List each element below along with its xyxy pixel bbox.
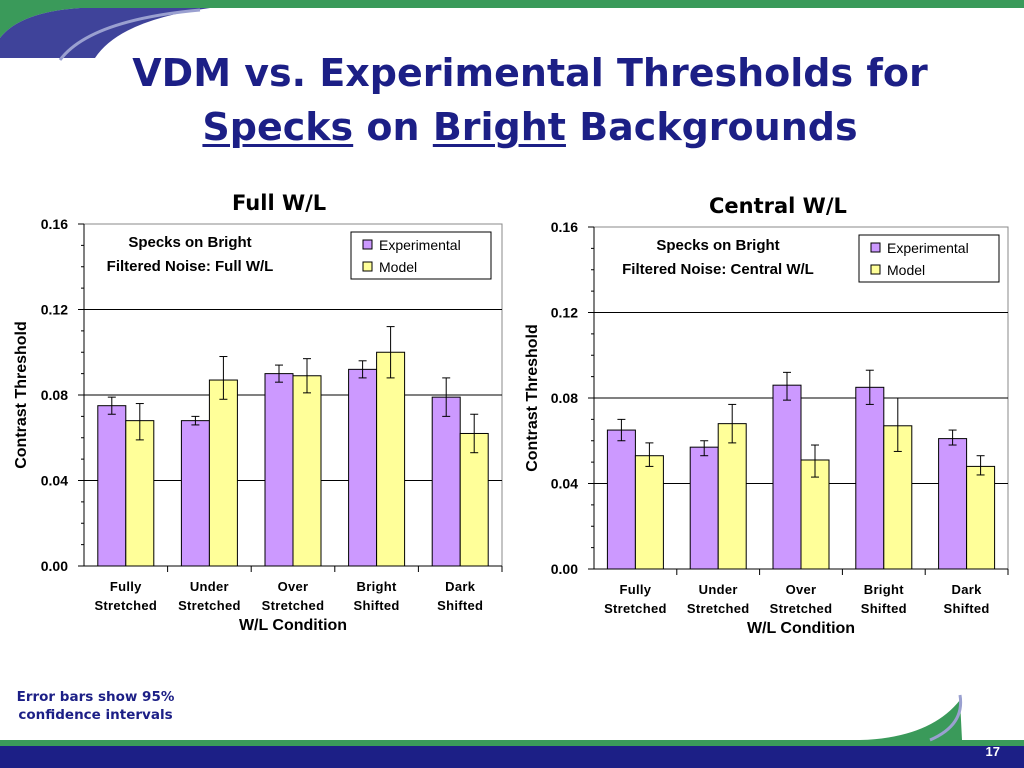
legend-swatch xyxy=(362,239,373,250)
chart-annotation-line1: Specks on Bright xyxy=(128,234,251,251)
chart-title-full: Full W/L xyxy=(232,191,327,215)
x-category-label-line1: Bright xyxy=(864,582,904,597)
bar-model xyxy=(717,423,747,570)
title-suffix: Backgrounds xyxy=(565,105,858,149)
chart-title-central: Central W/L xyxy=(709,194,847,218)
bar-experimental xyxy=(606,429,636,570)
bar-experimental xyxy=(97,405,127,567)
y-tick-label: 0.08 xyxy=(551,390,578,406)
legend-box xyxy=(350,231,492,280)
title-word-specks: Specks xyxy=(202,105,354,149)
y-tick-label: 0.04 xyxy=(551,476,578,492)
x-category-label-line2: Shifted xyxy=(944,601,990,616)
footnote-line2: confidence intervals xyxy=(18,707,173,723)
y-tick-label: 0.00 xyxy=(41,558,68,574)
x-category-label-line2: Stretched xyxy=(687,601,750,616)
page-number: 17 xyxy=(985,744,1000,759)
x-category-label-line1: Dark xyxy=(445,579,476,594)
bar-experimental xyxy=(772,384,802,570)
x-category-label-line1: Fully xyxy=(619,582,651,597)
y-tick-label: 0.08 xyxy=(41,387,68,403)
x-category-label-line1: Under xyxy=(699,582,738,597)
bar-experimental xyxy=(938,438,968,570)
legend-label: Model xyxy=(887,262,925,278)
title-word-bright: Bright xyxy=(432,105,566,149)
y-tick-label: 0.12 xyxy=(551,305,578,321)
x-category-label-line2: Shifted xyxy=(354,598,400,613)
x-category-label-line1: Bright xyxy=(357,579,397,594)
title-mid: on xyxy=(353,105,433,149)
x-category-label-line1: Fully xyxy=(110,579,142,594)
bottom-banner-green xyxy=(0,700,1024,746)
y-axis-title: Contrast Threshold xyxy=(524,324,541,472)
bar-model xyxy=(208,379,238,567)
bar-experimental xyxy=(431,396,461,567)
bar-model xyxy=(125,420,155,567)
slide-title: VDM vs. Experimental Thresholds for Spec… xyxy=(60,46,1000,154)
x-category-label-line1: Under xyxy=(190,579,229,594)
title-line1: VDM vs. Experimental Thresholds for xyxy=(132,51,928,95)
x-axis-title: W/L Condition xyxy=(747,620,855,637)
legend-label: Experimental xyxy=(887,240,969,256)
bar-experimental xyxy=(348,368,378,567)
x-category-label-line1: Over xyxy=(278,579,309,594)
footnote: Error bars show 95% confidence intervals xyxy=(8,688,183,724)
y-tick-label: 0.16 xyxy=(551,219,578,235)
bar-model xyxy=(376,351,406,567)
x-category-label-line2: Stretched xyxy=(770,601,833,616)
legend-swatch xyxy=(362,261,373,272)
bar-experimental xyxy=(855,386,885,570)
chart-annotation-line2: Filtered Noise: Full W/L xyxy=(107,258,274,275)
y-tick-label: 0.12 xyxy=(41,302,68,318)
x-category-label-line2: Stretched xyxy=(178,598,241,613)
x-category-label-line2: Stretched xyxy=(604,601,667,616)
x-category-label-line1: Over xyxy=(786,582,817,597)
bar-model xyxy=(459,432,489,567)
x-category-label-line2: Stretched xyxy=(262,598,325,613)
legend-label: Model xyxy=(379,259,417,275)
bar-experimental xyxy=(689,446,719,570)
legend-swatch xyxy=(870,242,881,253)
bar-experimental xyxy=(264,373,294,567)
bar-model xyxy=(634,455,664,570)
footnote-line1: Error bars show 95% xyxy=(16,689,175,705)
x-category-label-line1: Dark xyxy=(952,582,983,597)
bottom-banner-blue xyxy=(0,746,1024,768)
bar-model xyxy=(292,375,322,567)
y-tick-label: 0.00 xyxy=(551,561,578,577)
x-category-label-line2: Shifted xyxy=(437,598,483,613)
y-axis-title: Contrast Threshold xyxy=(13,321,30,469)
top-swoosh xyxy=(58,8,201,61)
y-tick-label: 0.04 xyxy=(41,473,68,489)
top-banner-blue xyxy=(0,8,210,58)
chart-annotation-line1: Specks on Bright xyxy=(656,237,779,254)
legend-swatch xyxy=(870,264,881,275)
bar-model xyxy=(800,459,830,570)
x-category-label-line2: Shifted xyxy=(861,601,907,616)
legend-label: Experimental xyxy=(379,237,461,253)
bottom-swoosh xyxy=(929,694,963,742)
y-tick-label: 0.16 xyxy=(41,216,68,232)
legend-box xyxy=(858,234,1000,283)
chart-annotation-line2: Filtered Noise: Central W/L xyxy=(622,261,814,278)
x-axis-title: W/L Condition xyxy=(239,617,347,634)
x-category-label-line2: Stretched xyxy=(94,598,157,613)
top-banner-green xyxy=(0,0,1024,38)
bar-model xyxy=(966,465,996,570)
